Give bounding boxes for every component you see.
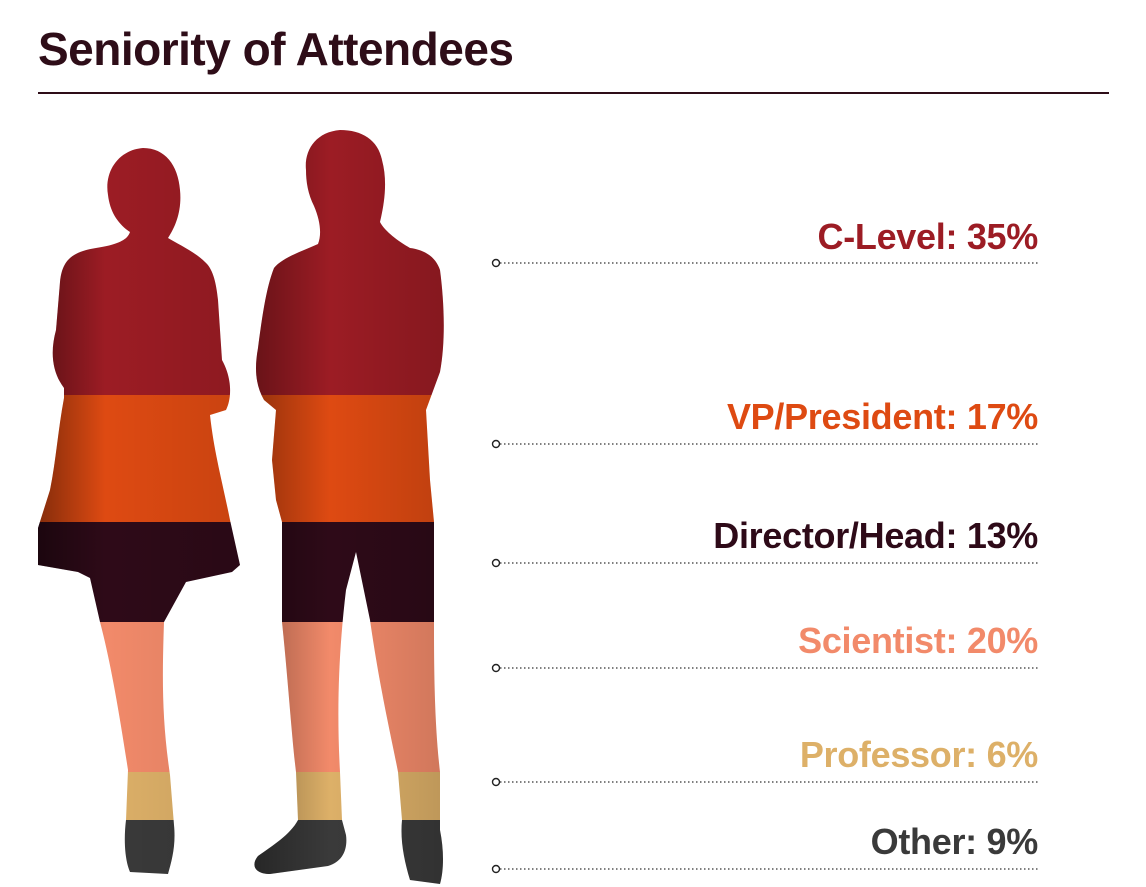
legend-label-other: Other: 9% [870,821,1039,862]
leader-dot-vp-president [491,439,501,449]
legend-label-professor: Professor: 6% [799,734,1038,775]
leader-dot-director-head [491,558,501,568]
woman-silhouette [38,148,240,874]
legend-label-director-head: Director/Head: 13% [713,515,1038,556]
leader-dot-scientist [491,663,501,673]
title-rule [38,92,1109,94]
leader-dot-professor [491,777,501,787]
leader-dot-c-level [491,258,501,268]
leader-lines [491,258,1040,874]
man-shading [254,130,444,884]
leader-dot-other [491,864,501,874]
woman-shading [38,148,240,874]
legend-label-vp-president: VP/President: 17% [726,396,1038,437]
legend-label-scientist: Scientist: 20% [798,620,1038,661]
man-silhouette [254,130,444,884]
chart-title: Seniority of Attendees [38,23,514,75]
legend-label-c-level: C-Level: 35% [817,216,1039,257]
